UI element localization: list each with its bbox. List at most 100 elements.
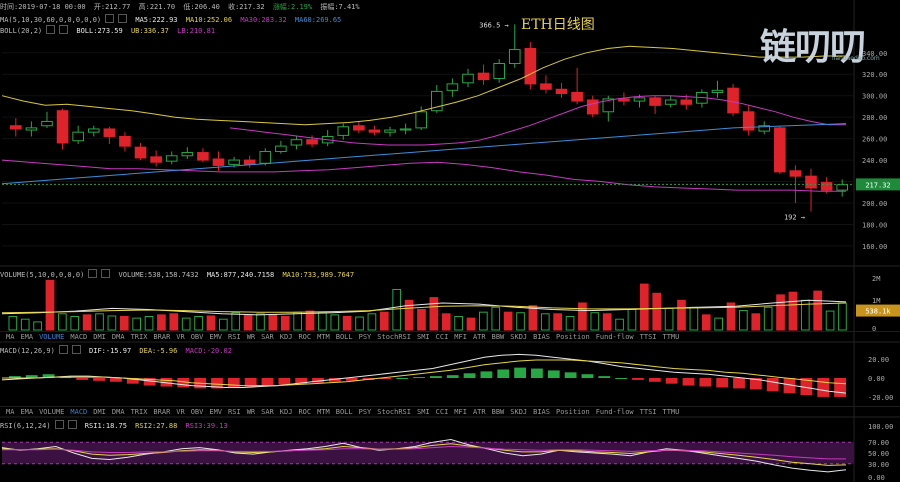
indicator-tab-ttmu[interactable]: TTMU [662, 333, 680, 341]
settings-icon[interactable] [58, 345, 68, 354]
indicator-tab-stochrsi[interactable]: StochRSI [377, 408, 411, 416]
close-icon[interactable] [118, 14, 128, 23]
indicator-tab-smi[interactable]: SMI [416, 333, 430, 341]
macd-hist-bar [564, 372, 577, 378]
indicator-tab-dma[interactable]: DMA [111, 333, 125, 341]
indicator-tab-bias[interactable]: BIAS [533, 333, 550, 341]
indicator-tab-psy[interactable]: PSY [358, 333, 372, 341]
indicator-tab-stochrsi[interactable]: StochRSI [377, 333, 411, 341]
volume-bar [119, 316, 129, 331]
macd-hist-bar [430, 376, 442, 378]
indicator-tab-emv[interactable]: EMV [209, 408, 223, 416]
volume-bar [838, 302, 847, 331]
volume-bar [516, 312, 525, 331]
indicator-tab-vr[interactable]: VR [176, 333, 185, 341]
indicator-tab-rsi[interactable]: RSI [228, 333, 241, 341]
indicator-tab-trix[interactable]: TRIX [130, 333, 148, 341]
indicator-tab-fund-flow[interactable]: Fund-flow [595, 333, 634, 341]
candle-body [150, 156, 162, 163]
indicator-tab-cci[interactable]: CCI [435, 333, 449, 341]
indicator-tab-emv[interactable]: EMV [209, 333, 223, 341]
indicator-tab-vr[interactable]: VR [176, 408, 185, 416]
indicator-tab-dmi[interactable]: DMI [93, 333, 106, 341]
indicator-tab-obv[interactable]: OBV [190, 408, 204, 416]
indicator-tab-roc[interactable]: ROC [298, 408, 312, 416]
indicator-tab-skdj[interactable]: SKDJ [510, 333, 528, 341]
indicator-tab-mfi[interactable]: MFI [454, 408, 467, 416]
close-icon[interactable] [59, 25, 69, 34]
indicator-tab-boll[interactable]: BOLL [335, 408, 353, 416]
indicator-tab-mtm[interactable]: MTM [317, 408, 330, 416]
indicator-tab-sar[interactable]: SAR [261, 408, 274, 416]
close-icon[interactable] [67, 420, 77, 429]
indicator-tab-boll[interactable]: BOLL [335, 333, 353, 341]
volume-bar [82, 314, 92, 331]
indicator-tab-brar[interactable]: BRAR [153, 408, 171, 416]
indicator-tab-fund-flow[interactable]: Fund-flow [595, 408, 634, 416]
indicator-tab-dmi[interactable]: DMI [93, 408, 106, 416]
indicator-tab-bbw[interactable]: BBW [491, 408, 505, 416]
indicator-tab-volume[interactable]: VOLUME [39, 333, 65, 341]
volume-bar [231, 312, 241, 331]
settings-icon[interactable] [46, 25, 56, 34]
indicator-tab-wr[interactable]: WR [246, 408, 256, 416]
indicator-tab-rsi[interactable]: RSI [228, 408, 241, 416]
indicator-tab-psy[interactable]: PSY [358, 408, 372, 416]
indicator-tab-brar[interactable]: BRAR [153, 333, 171, 341]
close-icon[interactable] [101, 269, 111, 278]
macd-hist-bar [648, 378, 661, 382]
indicator-tab-position[interactable]: Position [555, 333, 590, 341]
candle-body [618, 98, 630, 102]
indicator-tab-atr[interactable]: ATR [472, 333, 486, 341]
indicator-tab-sar[interactable]: SAR [261, 333, 274, 341]
indicator-tab-ttsi[interactable]: TTSI [639, 333, 657, 341]
ub-value: UB:336.37 [130, 27, 169, 35]
indicator-tab-macd[interactable]: MACD [70, 333, 88, 341]
indicator-tab-bias[interactable]: BIAS [533, 408, 550, 416]
indicator-tab-ma[interactable]: MA [6, 333, 15, 341]
settings-icon[interactable] [88, 269, 98, 278]
indicator-tab-cci[interactable]: CCI [435, 408, 449, 416]
indicator-tab-ttmu[interactable]: TTMU [662, 408, 680, 416]
close-icon[interactable] [71, 345, 81, 354]
volume-bar [602, 313, 612, 331]
indicator-tab-atr[interactable]: ATR [472, 408, 486, 416]
indicator-tab-position[interactable]: Position [555, 408, 590, 416]
volume-bar [256, 313, 265, 331]
indicator-tab-ema[interactable]: EMA [20, 408, 34, 416]
indicator-tab-obv[interactable]: OBV [190, 333, 204, 341]
indicator-tab-macd[interactable]: MACD [70, 408, 88, 416]
volume-bar [355, 316, 364, 331]
indicator-tab-roc[interactable]: ROC [298, 333, 312, 341]
lb-value: LB:210.81 [177, 27, 216, 35]
indicator-tab-skdj[interactable]: SKDJ [510, 408, 528, 416]
candle-body [820, 182, 833, 191]
indicator-tab-mfi[interactable]: MFI [454, 333, 467, 341]
candle-body [524, 47, 537, 85]
volume-bar [132, 317, 142, 331]
candle-body [103, 128, 116, 137]
volume-bar [169, 313, 179, 331]
indicator-tab-ttsi[interactable]: TTSI [639, 408, 657, 416]
indicator-tab-trix[interactable]: TRIX [130, 408, 148, 416]
settings-icon[interactable] [54, 420, 64, 429]
settings-icon[interactable] [105, 14, 115, 23]
indicator-tab-volume[interactable]: VOLUME [39, 408, 65, 416]
volume-tick-label: 2M [872, 275, 880, 283]
indicator-tab-bbw[interactable]: BBW [491, 333, 505, 341]
candle-body [197, 152, 209, 161]
indicator-tab-kdj[interactable]: KDJ [279, 408, 293, 416]
indicator-tab-kdj[interactable]: KDJ [279, 333, 293, 341]
indicator-tab-smi[interactable]: SMI [416, 408, 430, 416]
indicator-tab-mtm[interactable]: MTM [317, 333, 330, 341]
volume-ma10-line [1, 302, 847, 314]
indicator-tab-ema[interactable]: EMA [20, 333, 34, 341]
boll-legend: BOLL(20,2) BOLL:273.59 UB:336.37 LB:210.… [0, 25, 219, 36]
candle-body [508, 49, 521, 65]
indicator-tab-ma[interactable]: MA [6, 408, 15, 416]
macd-tick-label: 0.00 [868, 375, 885, 383]
indicator-tab-dma[interactable]: DMA [111, 408, 125, 416]
candle-body [134, 146, 147, 159]
ma10-value: MA10:252.06 [185, 16, 233, 24]
indicator-tab-wr[interactable]: WR [246, 333, 256, 341]
